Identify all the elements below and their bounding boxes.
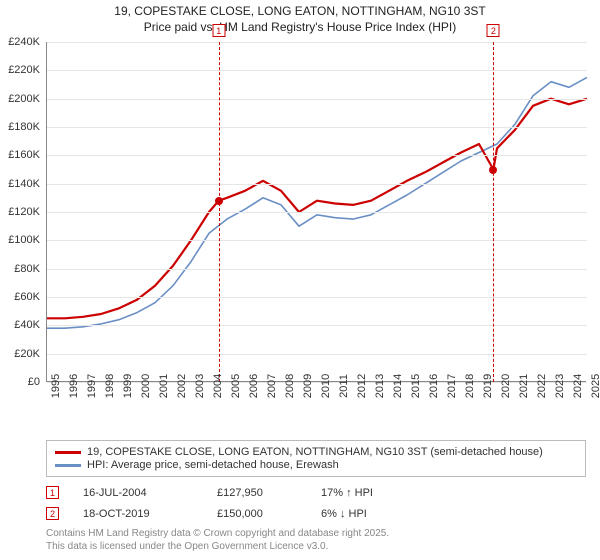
ytick-label: £60K	[0, 291, 40, 303]
xtick-label: 2000	[140, 374, 152, 398]
xtick-label: 2006	[248, 374, 260, 398]
ytick-label: £120K	[0, 206, 40, 218]
xtick-label: 1999	[122, 374, 134, 398]
xtick-label: 2019	[482, 374, 494, 398]
xtick-label: 2003	[194, 374, 206, 398]
marker-line-1	[219, 42, 220, 382]
xtick-label: 2024	[572, 374, 584, 398]
xtick-label: 1996	[68, 374, 80, 398]
series-hpi	[47, 77, 587, 328]
xtick-label: 2001	[158, 374, 170, 398]
xtick-label: 2005	[230, 374, 242, 398]
legend-label-property: 19, COPESTAKE CLOSE, LONG EATON, NOTTING…	[87, 446, 543, 458]
xtick-label: 2020	[500, 374, 512, 398]
marker-row-1: 1 16-JUL-2004 £127,950 17% ↑ HPI	[46, 482, 586, 503]
xtick-label: 2009	[302, 374, 314, 398]
marker-line-2	[493, 42, 494, 382]
xtick-label: 2012	[356, 374, 368, 398]
marker-row-2: 2 18-OCT-2019 £150,000 6% ↓ HPI	[46, 503, 586, 524]
xtick-label: 2015	[410, 374, 422, 398]
xtick-label: 2010	[320, 374, 332, 398]
xtick-label: 2025	[590, 374, 600, 398]
chart-title-line2: Price paid vs. HM Land Registry's House …	[0, 20, 600, 34]
marker-price-1: £127,950	[217, 487, 297, 499]
footer: Contains HM Land Registry data © Crown c…	[46, 528, 389, 553]
marker-date-2: 18-OCT-2019	[83, 508, 193, 520]
xtick-label: 2016	[428, 374, 440, 398]
ytick-label: £20K	[0, 348, 40, 360]
marker-date-1: 16-JUL-2004	[83, 487, 193, 499]
chart-area: 12 £0£20K£40K£60K£80K£100K£120K£140K£160…	[46, 42, 586, 404]
xtick-label: 1998	[104, 374, 116, 398]
ytick-label: £80K	[0, 263, 40, 275]
ytick-label: £100K	[0, 234, 40, 246]
ytick-label: £240K	[0, 36, 40, 48]
marker-badge-2: 2	[487, 24, 500, 37]
xtick-label: 2021	[518, 374, 530, 398]
xtick-label: 2018	[464, 374, 476, 398]
marker-num-1: 1	[46, 486, 59, 499]
marker-pct-1: 17% ↑ HPI	[321, 487, 441, 499]
marker-num-2: 2	[46, 507, 59, 520]
marker-dot-2	[489, 166, 497, 174]
chart-title-line1: 19, COPESTAKE CLOSE, LONG EATON, NOTTING…	[0, 0, 600, 20]
plot-region: 12	[46, 42, 586, 382]
ytick-label: £180K	[0, 121, 40, 133]
ytick-label: £0	[0, 376, 40, 388]
chart-container: 19, COPESTAKE CLOSE, LONG EATON, NOTTING…	[0, 0, 600, 560]
ytick-label: £200K	[0, 93, 40, 105]
series-property	[47, 99, 587, 319]
xtick-label: 2017	[446, 374, 458, 398]
xtick-label: 2007	[266, 374, 278, 398]
xtick-label: 2022	[536, 374, 548, 398]
legend-label-hpi: HPI: Average price, semi-detached house,…	[87, 459, 339, 471]
legend-swatch-hpi	[55, 464, 81, 467]
xtick-label: 2023	[554, 374, 566, 398]
footer-line1: Contains HM Land Registry data © Crown c…	[46, 528, 389, 541]
legend: 19, COPESTAKE CLOSE, LONG EATON, NOTTING…	[46, 440, 586, 477]
xtick-label: 2008	[284, 374, 296, 398]
xtick-label: 2011	[338, 374, 350, 398]
xtick-label: 2004	[212, 374, 224, 398]
legend-swatch-property	[55, 451, 81, 454]
ytick-label: £40K	[0, 319, 40, 331]
xtick-label: 2002	[176, 374, 188, 398]
xtick-label: 2013	[374, 374, 386, 398]
marker-pct-2: 6% ↓ HPI	[321, 508, 441, 520]
xtick-label: 2014	[392, 374, 404, 398]
xtick-label: 1995	[50, 374, 62, 398]
footer-line2: This data is licensed under the Open Gov…	[46, 541, 389, 554]
ytick-label: £160K	[0, 149, 40, 161]
legend-item-property: 19, COPESTAKE CLOSE, LONG EATON, NOTTING…	[55, 446, 577, 458]
marker-dot-1	[215, 197, 223, 205]
legend-item-hpi: HPI: Average price, semi-detached house,…	[55, 459, 577, 471]
xtick-label: 1997	[86, 374, 98, 398]
ytick-label: £220K	[0, 64, 40, 76]
marker-badge-1: 1	[212, 24, 225, 37]
marker-price-2: £150,000	[217, 508, 297, 520]
marker-table: 1 16-JUL-2004 £127,950 17% ↑ HPI 2 18-OC…	[46, 482, 586, 524]
ytick-label: £140K	[0, 178, 40, 190]
